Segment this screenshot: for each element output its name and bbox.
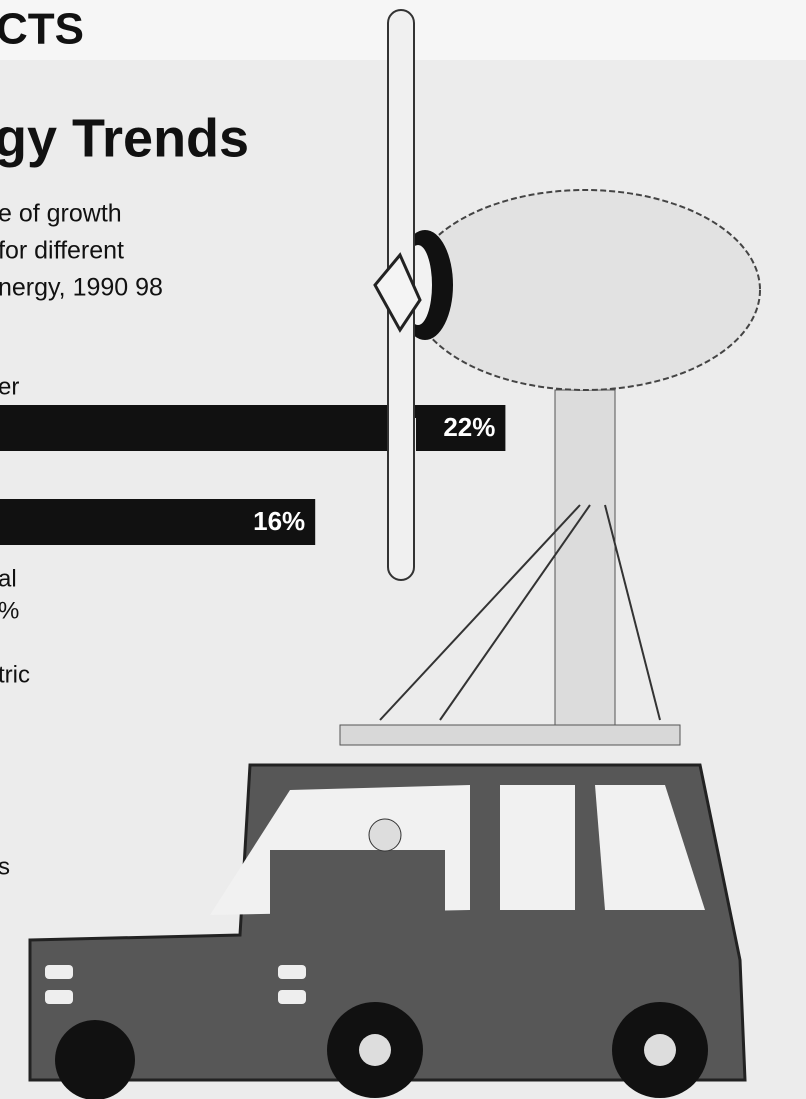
bar: [0, 405, 506, 451]
annotation: tric: [0, 661, 30, 688]
wheel: [55, 1020, 135, 1099]
annotation: s: [0, 853, 10, 880]
nacelle: [409, 189, 761, 391]
driver-head: [368, 818, 402, 852]
bars: 22% 16%: [0, 405, 506, 545]
header: CTS: [0, 5, 84, 54]
bar: [0, 499, 316, 545]
guy-wire: [439, 504, 591, 721]
light: [45, 990, 73, 1004]
category-label: er: [0, 373, 19, 400]
guy-wire: [379, 504, 581, 721]
light: [45, 965, 73, 979]
value-label: 16%: [253, 506, 305, 536]
subtitle-line: e of growth: [0, 200, 122, 228]
hubcap: [644, 1034, 676, 1066]
roof-rack: [339, 724, 681, 746]
car: [28, 763, 747, 1099]
window: [500, 785, 575, 910]
annotation: %: [0, 597, 19, 624]
tower: [554, 389, 616, 741]
value-label: 22%: [443, 412, 495, 442]
seat: [270, 850, 445, 915]
wind-turbine: [339, 9, 761, 746]
subtitle-line: nergy, 1990 98: [0, 274, 163, 302]
subtitle-line: for different: [0, 237, 124, 265]
chart-title: gy Trends: [0, 108, 249, 168]
guy-wire: [604, 504, 661, 721]
light: [278, 965, 306, 979]
window: [595, 785, 705, 910]
hubcap: [359, 1034, 391, 1066]
nose: [373, 252, 422, 333]
light: [278, 990, 306, 1004]
annotation: al: [0, 565, 17, 592]
